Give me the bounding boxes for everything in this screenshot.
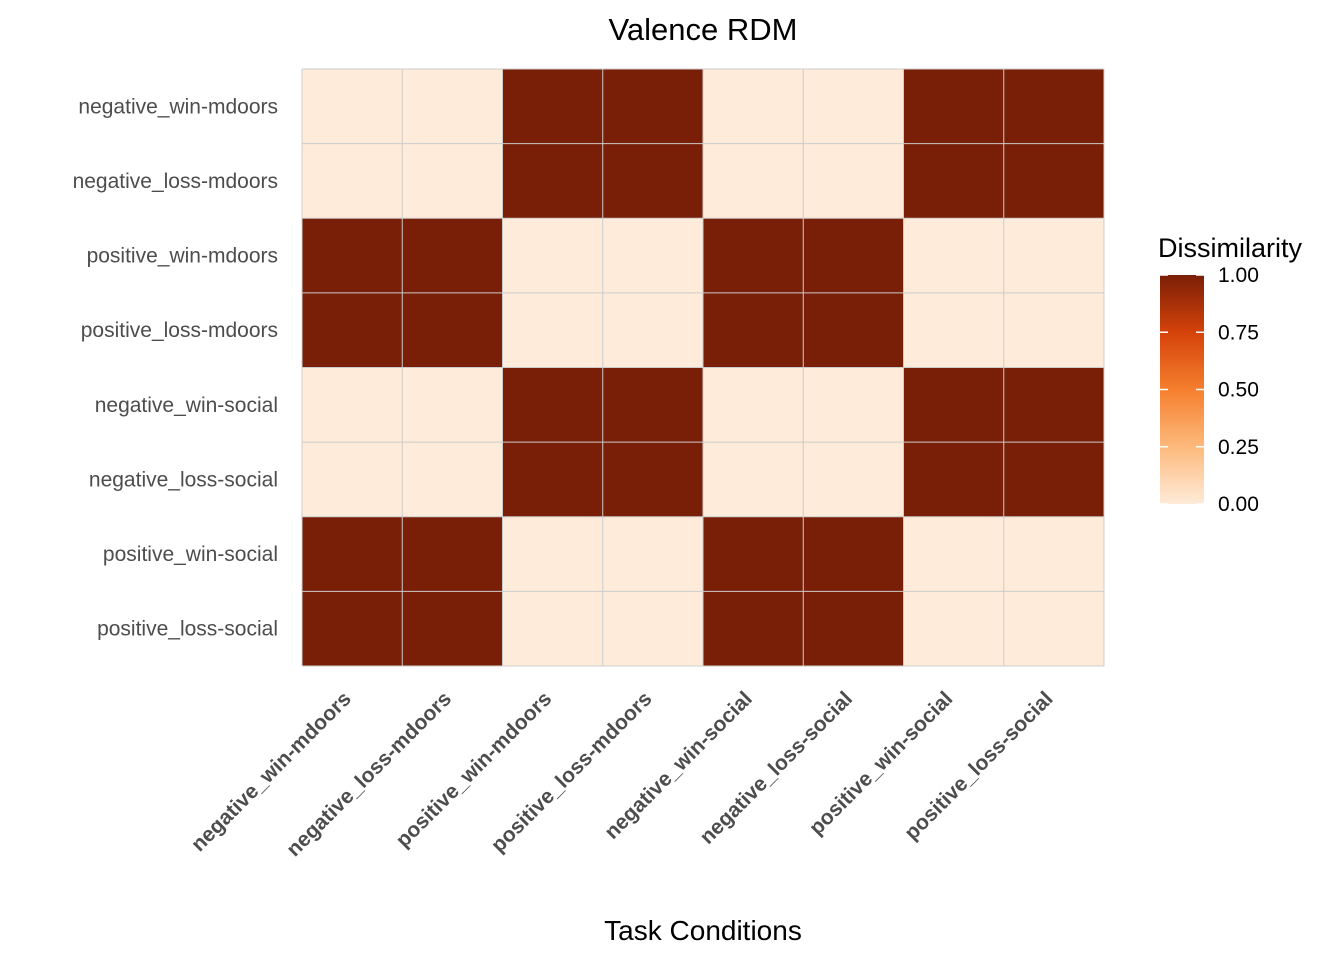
heatmap-cell-r8-c3 [502, 591, 604, 667]
legend-tick-label: 0.25 [1218, 436, 1259, 459]
y-tick-label: positive_win-mdoors [87, 245, 278, 268]
x-tick-label: negative_loss-mdoors [282, 687, 456, 861]
heatmap-cell-r6-c8 [1003, 442, 1105, 518]
heatmap-cell-r2-c2 [402, 143, 503, 219]
heatmap-cell-r8-c7 [903, 591, 1005, 667]
heatmap-cell-r2-c5 [703, 143, 804, 219]
heatmap-cell-r4-c5 [703, 292, 804, 368]
heatmap-cell-r5-c4 [602, 367, 704, 443]
heatmap-gridlines [301, 68, 1105, 667]
y-tick-label: negative_win-mdoors [78, 95, 278, 118]
legend-tick-label: 0.00 [1218, 493, 1259, 516]
heatmap-cell-r5-c1 [302, 367, 403, 443]
heatmap-cell-r6-c1 [302, 442, 403, 518]
heatmap-cell-r3-c6 [803, 218, 904, 294]
heatmap-cell-r5-c8 [1003, 367, 1105, 443]
x-tick-labels: negative_win-mdoorsnegative_loss-mdoorsp… [187, 687, 1058, 861]
heatmap-cell-r6-c6 [803, 442, 904, 518]
heatmap-cell-r3-c5 [703, 218, 804, 294]
heatmap-cell-r8-c8 [1003, 591, 1105, 667]
heatmap-cell-r7-c1 [302, 516, 403, 592]
heatmap-cell-r7-c7 [903, 516, 1005, 592]
heatmap-cell-r5-c5 [703, 367, 804, 443]
heatmap-cell-r4-c7 [903, 292, 1005, 368]
heatmap-cell-r4-c1 [302, 292, 403, 368]
legend-tick-label: 0.75 [1218, 321, 1259, 344]
heatmap-cell-r3-c4 [602, 218, 704, 294]
heatmap-cell-r1-c4 [602, 69, 704, 145]
heatmap-cell-r2-c8 [1003, 143, 1105, 219]
y-tick-label: positive_win-social [103, 543, 278, 566]
heatmap-cell-r7-c4 [602, 516, 704, 592]
heatmap-cell-r1-c2 [402, 69, 503, 145]
heatmap-cell-r3-c8 [1003, 218, 1105, 294]
heatmap-cell-r5-c3 [502, 367, 604, 443]
heatmap-cell-r8-c5 [703, 591, 804, 667]
heatmap-cell-r6-c7 [903, 442, 1005, 518]
heatmap-cell-r3-c1 [302, 218, 403, 294]
heatmap-cell-r6-c5 [703, 442, 804, 518]
heatmap-cell-r2-c1 [302, 143, 403, 219]
heatmap-cell-r8-c1 [302, 591, 403, 667]
x-axis-label: Task Conditions [604, 915, 802, 946]
heatmap-cell-r4-c3 [502, 292, 604, 368]
heatmap-cell-r2-c7 [903, 143, 1005, 219]
heatmap-cell-r7-c6 [803, 516, 904, 592]
y-tick-labels: negative_win-mdoors negative_loss-mdoorsp… [73, 95, 278, 640]
heatmap-cell-r1-c7 [903, 69, 1005, 145]
heatmap-cell-r2-c4 [602, 143, 704, 219]
heatmap-cell-r4-c4 [602, 292, 704, 368]
heatmap-cell-r3-c3 [502, 218, 604, 294]
x-tick-label: negative_win-mdoors [187, 687, 356, 856]
y-tick-label: negative_loss-mdoors [73, 170, 278, 193]
heatmap-cell-r1-c6 [803, 69, 904, 145]
heatmap-cell-r2-c3 [502, 143, 604, 219]
legend-tick-label: 0.50 [1218, 379, 1259, 402]
heatmap-cell-r8-c6 [803, 591, 904, 667]
heatmap-cells [302, 69, 1105, 667]
legend-title: Dissimilarity [1158, 233, 1302, 263]
heatmap-cell-r6-c2 [402, 442, 503, 518]
heatmap-cell-r4-c6 [803, 292, 904, 368]
heatmap-cell-r6-c3 [502, 442, 604, 518]
heatmap-cell-r5-c7 [903, 367, 1005, 443]
heatmap-cell-r5-c6 [803, 367, 904, 443]
chart-title: Valence RDM [609, 12, 798, 47]
heatmap-cell-r7-c5 [703, 516, 804, 592]
heatmap-cell-r8-c2 [402, 591, 503, 667]
heatmap-cell-r3-c2 [402, 218, 503, 294]
heatmap-cell-r6-c4 [602, 442, 704, 518]
heatmap-cell-r7-c8 [1003, 516, 1105, 592]
heatmap-cell-r8-c4 [602, 591, 704, 667]
heatmap-cell-r4-c8 [1003, 292, 1105, 368]
heatmap-cell-r1-c8 [1003, 69, 1105, 145]
heatmap-cell-r7-c3 [502, 516, 604, 592]
y-tick-label: negative_win-social [95, 394, 278, 417]
heatmap-cell-r5-c2 [402, 367, 503, 443]
y-tick-label: negative_loss-social [89, 468, 278, 491]
y-tick-label: positive_loss-social [97, 618, 278, 641]
color-legend: Dissimilarity 0.00 0.25 0.50 0.75 1.00 [1158, 233, 1302, 516]
heatmap-cell-r4-c2 [402, 292, 503, 368]
x-tick-label: positive_loss-mdoors [487, 687, 657, 857]
legend-tick-label: 1.00 [1218, 264, 1259, 287]
heatmap-cell-r3-c7 [903, 218, 1005, 294]
heatmap-cell-r1-c5 [703, 69, 804, 145]
heatmap-cell-r1-c3 [502, 69, 604, 145]
y-tick-label: positive_loss-mdoors [81, 319, 278, 342]
heatmap-cell-r7-c2 [402, 516, 503, 592]
heatmap-cell-r2-c6 [803, 143, 904, 219]
heatmap-cell-r1-c1 [302, 69, 403, 145]
